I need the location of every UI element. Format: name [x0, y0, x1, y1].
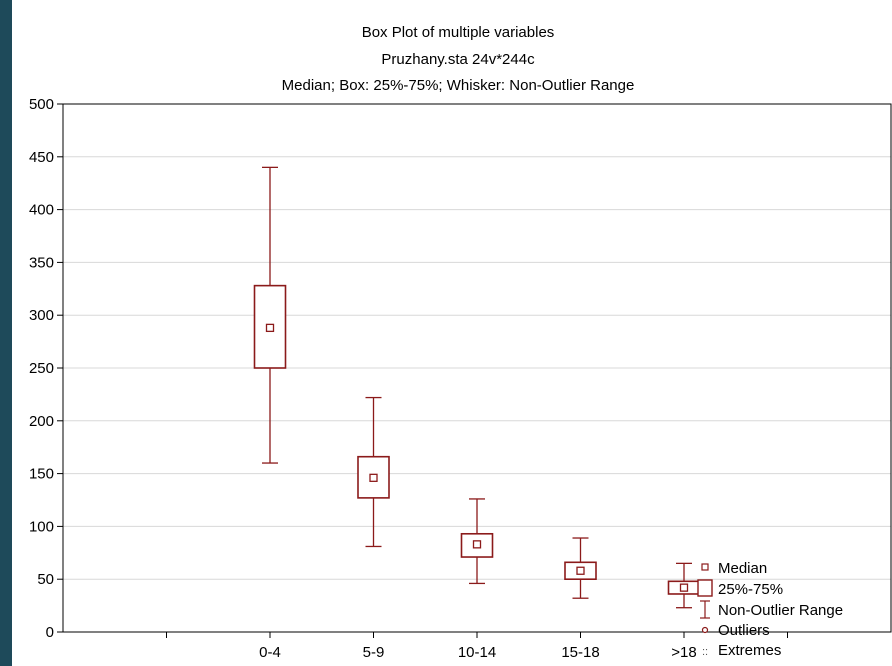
median-marker [265, 323, 275, 333]
box-15-18 [564, 537, 597, 599]
y-tick-label: 150 [29, 466, 54, 483]
x-tick-label: 15-18 [561, 644, 599, 661]
gridlines [63, 156, 891, 580]
chart-description: Median; Box: 25%-75%; Whisker: Non-Outli… [282, 77, 635, 94]
legend-box-icon [697, 579, 713, 597]
y-tick-label: 0 [46, 624, 54, 641]
x-tick-label: 5-9 [363, 644, 385, 661]
legend-extreme-icon: :: [702, 646, 708, 658]
median-marker [369, 473, 378, 482]
y-axis-ticks: 0 50 100 150 200 250 300 350 400 450 500 [29, 96, 63, 641]
legend-label: Non-Outlier Range [718, 602, 843, 619]
y-tick-label: 350 [29, 254, 54, 271]
y-tick-label: 300 [29, 307, 54, 324]
box-0-4 [253, 166, 287, 464]
x-axis-ticks: 0-4 5-9 10-14 15-18 >18 [166, 632, 788, 661]
legend-label: Outliers [718, 622, 770, 639]
x-tick-label: 10-14 [458, 644, 496, 661]
chart-title: Box Plot of multiple variables [362, 24, 555, 41]
y-tick-label: 200 [29, 413, 54, 430]
chart-subtitle: Pruzhany.sta 24v*244c [381, 51, 535, 68]
y-tick-label: 250 [29, 360, 54, 377]
box-5-9 [357, 396, 390, 548]
legend-label: Median [718, 560, 767, 577]
median-marker [576, 566, 585, 575]
y-tick-label: 450 [29, 149, 54, 166]
legend-outlier-icon [701, 626, 709, 634]
legend-label: 25%-75% [718, 581, 783, 598]
legend-median-icon [701, 563, 709, 571]
median-marker [472, 540, 482, 549]
y-tick-label: 50 [37, 571, 54, 588]
chart-frame: Box Plot of multiple variables Pruzhany.… [12, 0, 892, 666]
legend-label: Extremes [718, 642, 781, 659]
box-10-14 [460, 498, 494, 585]
box->18 [667, 562, 701, 609]
y-tick-label: 500 [29, 96, 54, 113]
y-tick-label: 400 [29, 202, 54, 219]
x-tick-label: >18 [671, 644, 696, 661]
box-series [253, 166, 701, 609]
median-marker [679, 583, 689, 592]
box-plot-chart: Box Plot of multiple variables Pruzhany.… [29, 24, 892, 661]
x-tick-label: 0-4 [259, 644, 281, 661]
y-tick-label: 100 [29, 518, 54, 535]
